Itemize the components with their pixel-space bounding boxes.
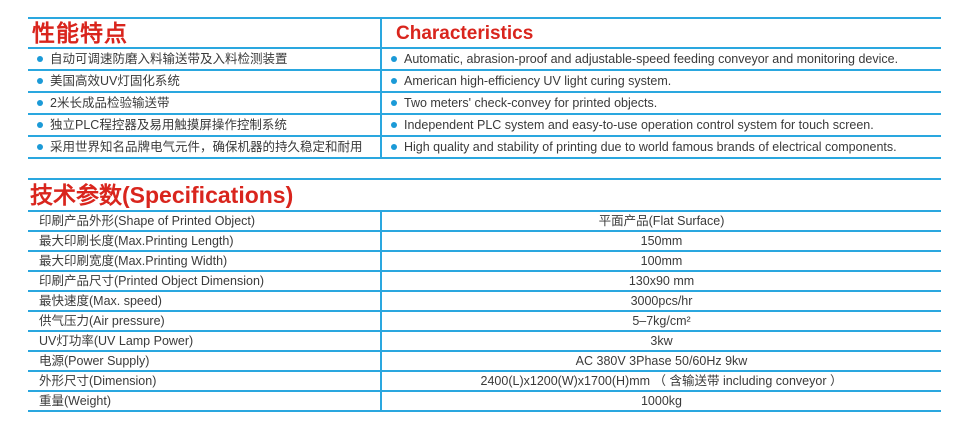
feature-cell-cn: 美国高效UV灯固化系统	[28, 71, 382, 91]
features-title-en: Characteristics	[396, 22, 534, 44]
features-table: 性能特点 Characteristics 自动可调速防磨入料输送带及入料检测装置…	[28, 17, 941, 159]
feature-row: 独立PLC程控器及易用触摸屏操作控制系统 Independent PLC sys…	[28, 115, 941, 137]
spec-value: 平面产品(Flat Surface)	[598, 213, 725, 228]
spec-value-cell: 1000kg	[382, 392, 941, 410]
spec-label-cell: 印刷产品尺寸(Printed Object Dimension)	[28, 272, 382, 290]
spec-value: 1000kg	[640, 393, 682, 408]
spec-value: 3kw	[650, 333, 673, 348]
spec-value: 2400(L)x1200(W)x1700(H)mm （ 含输送带 includi…	[480, 373, 843, 388]
feature-row: 2米长成品检验输送带 Two meters' check-convey for …	[28, 93, 941, 115]
spec-label: 重量(Weight)	[39, 393, 112, 408]
feature-text-en: Two meters' check-convey for printed obj…	[404, 95, 658, 110]
spec-value-cell: 5–7kg/cm²	[382, 312, 941, 330]
bullet-icon	[391, 100, 397, 106]
feature-text-cn: 美国高效UV灯固化系统	[50, 73, 180, 88]
spec-label-cell: 外形尺寸(Dimension)	[28, 372, 382, 390]
bullet-icon	[37, 56, 43, 62]
specs-title-band: 技术参数(Specifications)	[28, 178, 941, 210]
spec-label-cell: 印刷产品外形(Shape of Printed Object)	[28, 212, 382, 230]
bullet-icon	[391, 56, 397, 62]
feature-text-en: Independent PLC system and easy-to-use o…	[404, 117, 874, 132]
spec-label-cell: 供气压力(Air pressure)	[28, 312, 382, 330]
features-title-cn: 性能特点	[32, 19, 128, 46]
spec-label: 最大印刷宽度(Max.Printing Width)	[39, 253, 228, 268]
feature-text-cn: 2米长成品检验输送带	[50, 95, 170, 110]
spec-row: 印刷产品尺寸(Printed Object Dimension) 130x90 …	[28, 272, 941, 292]
bullet-icon	[391, 122, 397, 128]
feature-cell-en: Two meters' check-convey for printed obj…	[382, 93, 941, 113]
spec-row: 最大印刷长度(Max.Printing Length) 150mm	[28, 232, 941, 252]
bullet-icon	[37, 144, 43, 150]
specs-table: 印刷产品外形(Shape of Printed Object) 平面产品(Fla…	[28, 210, 941, 412]
spec-row: 印刷产品外形(Shape of Printed Object) 平面产品(Fla…	[28, 212, 941, 232]
spec-label-cell: UV灯功率(UV Lamp Power)	[28, 332, 382, 350]
spec-label: 印刷产品外形(Shape of Printed Object)	[39, 213, 256, 228]
feature-cell-cn: 自动可调速防磨入料输送带及入料检测装置	[28, 49, 382, 69]
spec-label: 印刷产品尺寸(Printed Object Dimension)	[39, 273, 265, 288]
feature-text-en: High quality and stability of printing d…	[404, 139, 897, 154]
spec-value-cell: 3000pcs/hr	[382, 292, 941, 310]
feature-text-en: Automatic, abrasion-proof and adjustable…	[404, 51, 899, 66]
spec-row: 最快速度(Max. speed) 3000pcs/hr	[28, 292, 941, 312]
feature-text-cn: 采用世界知名品牌电气元件，确保机器的持久稳定和耐用	[50, 139, 363, 154]
feature-text-cn: 独立PLC程控器及易用触摸屏操作控制系统	[50, 117, 287, 132]
specs-title: 技术参数(Specifications)	[30, 181, 294, 208]
spec-label-cell: 电源(Power Supply)	[28, 352, 382, 370]
bullet-icon	[37, 78, 43, 84]
bullet-icon	[37, 100, 43, 106]
spec-row: 电源(Power Supply) AC 380V 3Phase 50/60Hz …	[28, 352, 941, 372]
features-header-row: 性能特点 Characteristics	[28, 19, 941, 49]
spec-row: UV灯功率(UV Lamp Power) 3kw	[28, 332, 941, 352]
spec-label: 电源(Power Supply)	[39, 353, 150, 368]
spec-label: 供气压力(Air pressure)	[39, 313, 165, 328]
spec-value-cell: 130x90 mm	[382, 272, 941, 290]
spec-label-cell: 最大印刷长度(Max.Printing Length)	[28, 232, 382, 250]
spec-value-cell: 2400(L)x1200(W)x1700(H)mm （ 含输送带 includi…	[382, 372, 941, 390]
feature-cell-en: Independent PLC system and easy-to-use o…	[382, 115, 941, 135]
feature-cell-en: Automatic, abrasion-proof and adjustable…	[382, 49, 941, 69]
spec-label: 最大印刷长度(Max.Printing Length)	[39, 233, 234, 248]
spec-label-cell: 最快速度(Max. speed)	[28, 292, 382, 310]
spec-sheet: 性能特点 Characteristics 自动可调速防磨入料输送带及入料检测装置…	[28, 17, 941, 412]
feature-cell-cn: 独立PLC程控器及易用触摸屏操作控制系统	[28, 115, 382, 135]
bullet-icon	[391, 144, 397, 150]
feature-row: 美国高效UV灯固化系统 American high-efficiency UV …	[28, 71, 941, 93]
spec-value-cell: 100mm	[382, 252, 941, 270]
spec-row: 重量(Weight) 1000kg	[28, 392, 941, 412]
spec-label: UV灯功率(UV Lamp Power)	[39, 333, 194, 348]
feature-row: 采用世界知名品牌电气元件，确保机器的持久稳定和耐用 High quality a…	[28, 137, 941, 159]
bullet-icon	[391, 78, 397, 84]
features-header-cell-en: Characteristics	[382, 19, 941, 47]
feature-cell-cn: 采用世界知名品牌电气元件，确保机器的持久稳定和耐用	[28, 137, 382, 157]
feature-cell-en: High quality and stability of printing d…	[382, 137, 941, 157]
features-header-cell-cn: 性能特点	[28, 19, 382, 47]
feature-row: 自动可调速防磨入料输送带及入料检测装置 Automatic, abrasion-…	[28, 49, 941, 71]
spec-value-cell: AC 380V 3Phase 50/60Hz 9kw	[382, 352, 941, 370]
spec-row: 最大印刷宽度(Max.Printing Width) 100mm	[28, 252, 941, 272]
spec-value-cell: 平面产品(Flat Surface)	[382, 212, 941, 230]
spec-row: 供气压力(Air pressure) 5–7kg/cm²	[28, 312, 941, 332]
spec-label-cell: 最大印刷宽度(Max.Printing Width)	[28, 252, 382, 270]
feature-text-en: American high-efficiency UV light curing…	[404, 73, 672, 88]
feature-text-cn: 自动可调速防磨入料输送带及入料检测装置	[50, 51, 288, 66]
spec-row: 外形尺寸(Dimension) 2400(L)x1200(W)x1700(H)m…	[28, 372, 941, 392]
spec-value: 130x90 mm	[628, 273, 695, 288]
spec-value: AC 380V 3Phase 50/60Hz 9kw	[575, 353, 748, 368]
spec-value-cell: 3kw	[382, 332, 941, 350]
spec-label-cell: 重量(Weight)	[28, 392, 382, 410]
spec-value: 3000pcs/hr	[630, 293, 693, 308]
spec-value: 150mm	[640, 233, 683, 248]
spec-label: 最快速度(Max. speed)	[39, 293, 162, 308]
bullet-icon	[37, 122, 43, 128]
spec-value: 100mm	[640, 253, 683, 268]
spec-label: 外形尺寸(Dimension)	[39, 373, 157, 388]
spec-value-cell: 150mm	[382, 232, 941, 250]
feature-cell-en: American high-efficiency UV light curing…	[382, 71, 941, 91]
spec-value: 5–7kg/cm²	[632, 313, 691, 328]
feature-cell-cn: 2米长成品检验输送带	[28, 93, 382, 113]
